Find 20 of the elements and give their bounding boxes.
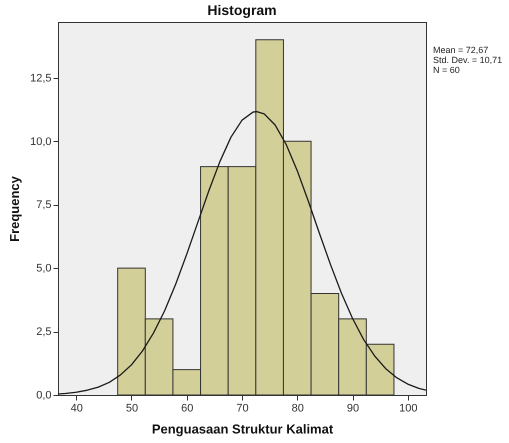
y-axis-title: Frequency xyxy=(7,175,22,242)
x-axis-title: Penguasaan Struktur Kalimat xyxy=(152,422,334,436)
y-tick-label: 10,0 xyxy=(30,136,52,148)
y-tick-label: 5,0 xyxy=(36,262,52,275)
text: Std. Dev. = 10,71 xyxy=(433,55,502,65)
y-tick-label: 12,5 xyxy=(30,72,52,84)
y-tick-label: 7,5 xyxy=(36,199,52,212)
text: Mean = 72,67 xyxy=(433,45,490,55)
text: N = 60 xyxy=(433,65,461,75)
chart-title: Histogram xyxy=(207,2,277,18)
x-tick-label: 40 xyxy=(70,402,83,414)
y-tick-label: 2,5 xyxy=(36,326,52,338)
x-tick-label: 70 xyxy=(236,402,249,414)
x-tick-label: 80 xyxy=(292,402,304,414)
x-tick-label: 90 xyxy=(346,402,360,414)
x-tick-label: 60 xyxy=(181,402,194,414)
line-series xyxy=(58,110,426,395)
x-tick-label: 50 xyxy=(126,402,138,414)
x-tick-label: 100 xyxy=(399,402,418,414)
y-tick-label: 0,0 xyxy=(36,390,52,402)
